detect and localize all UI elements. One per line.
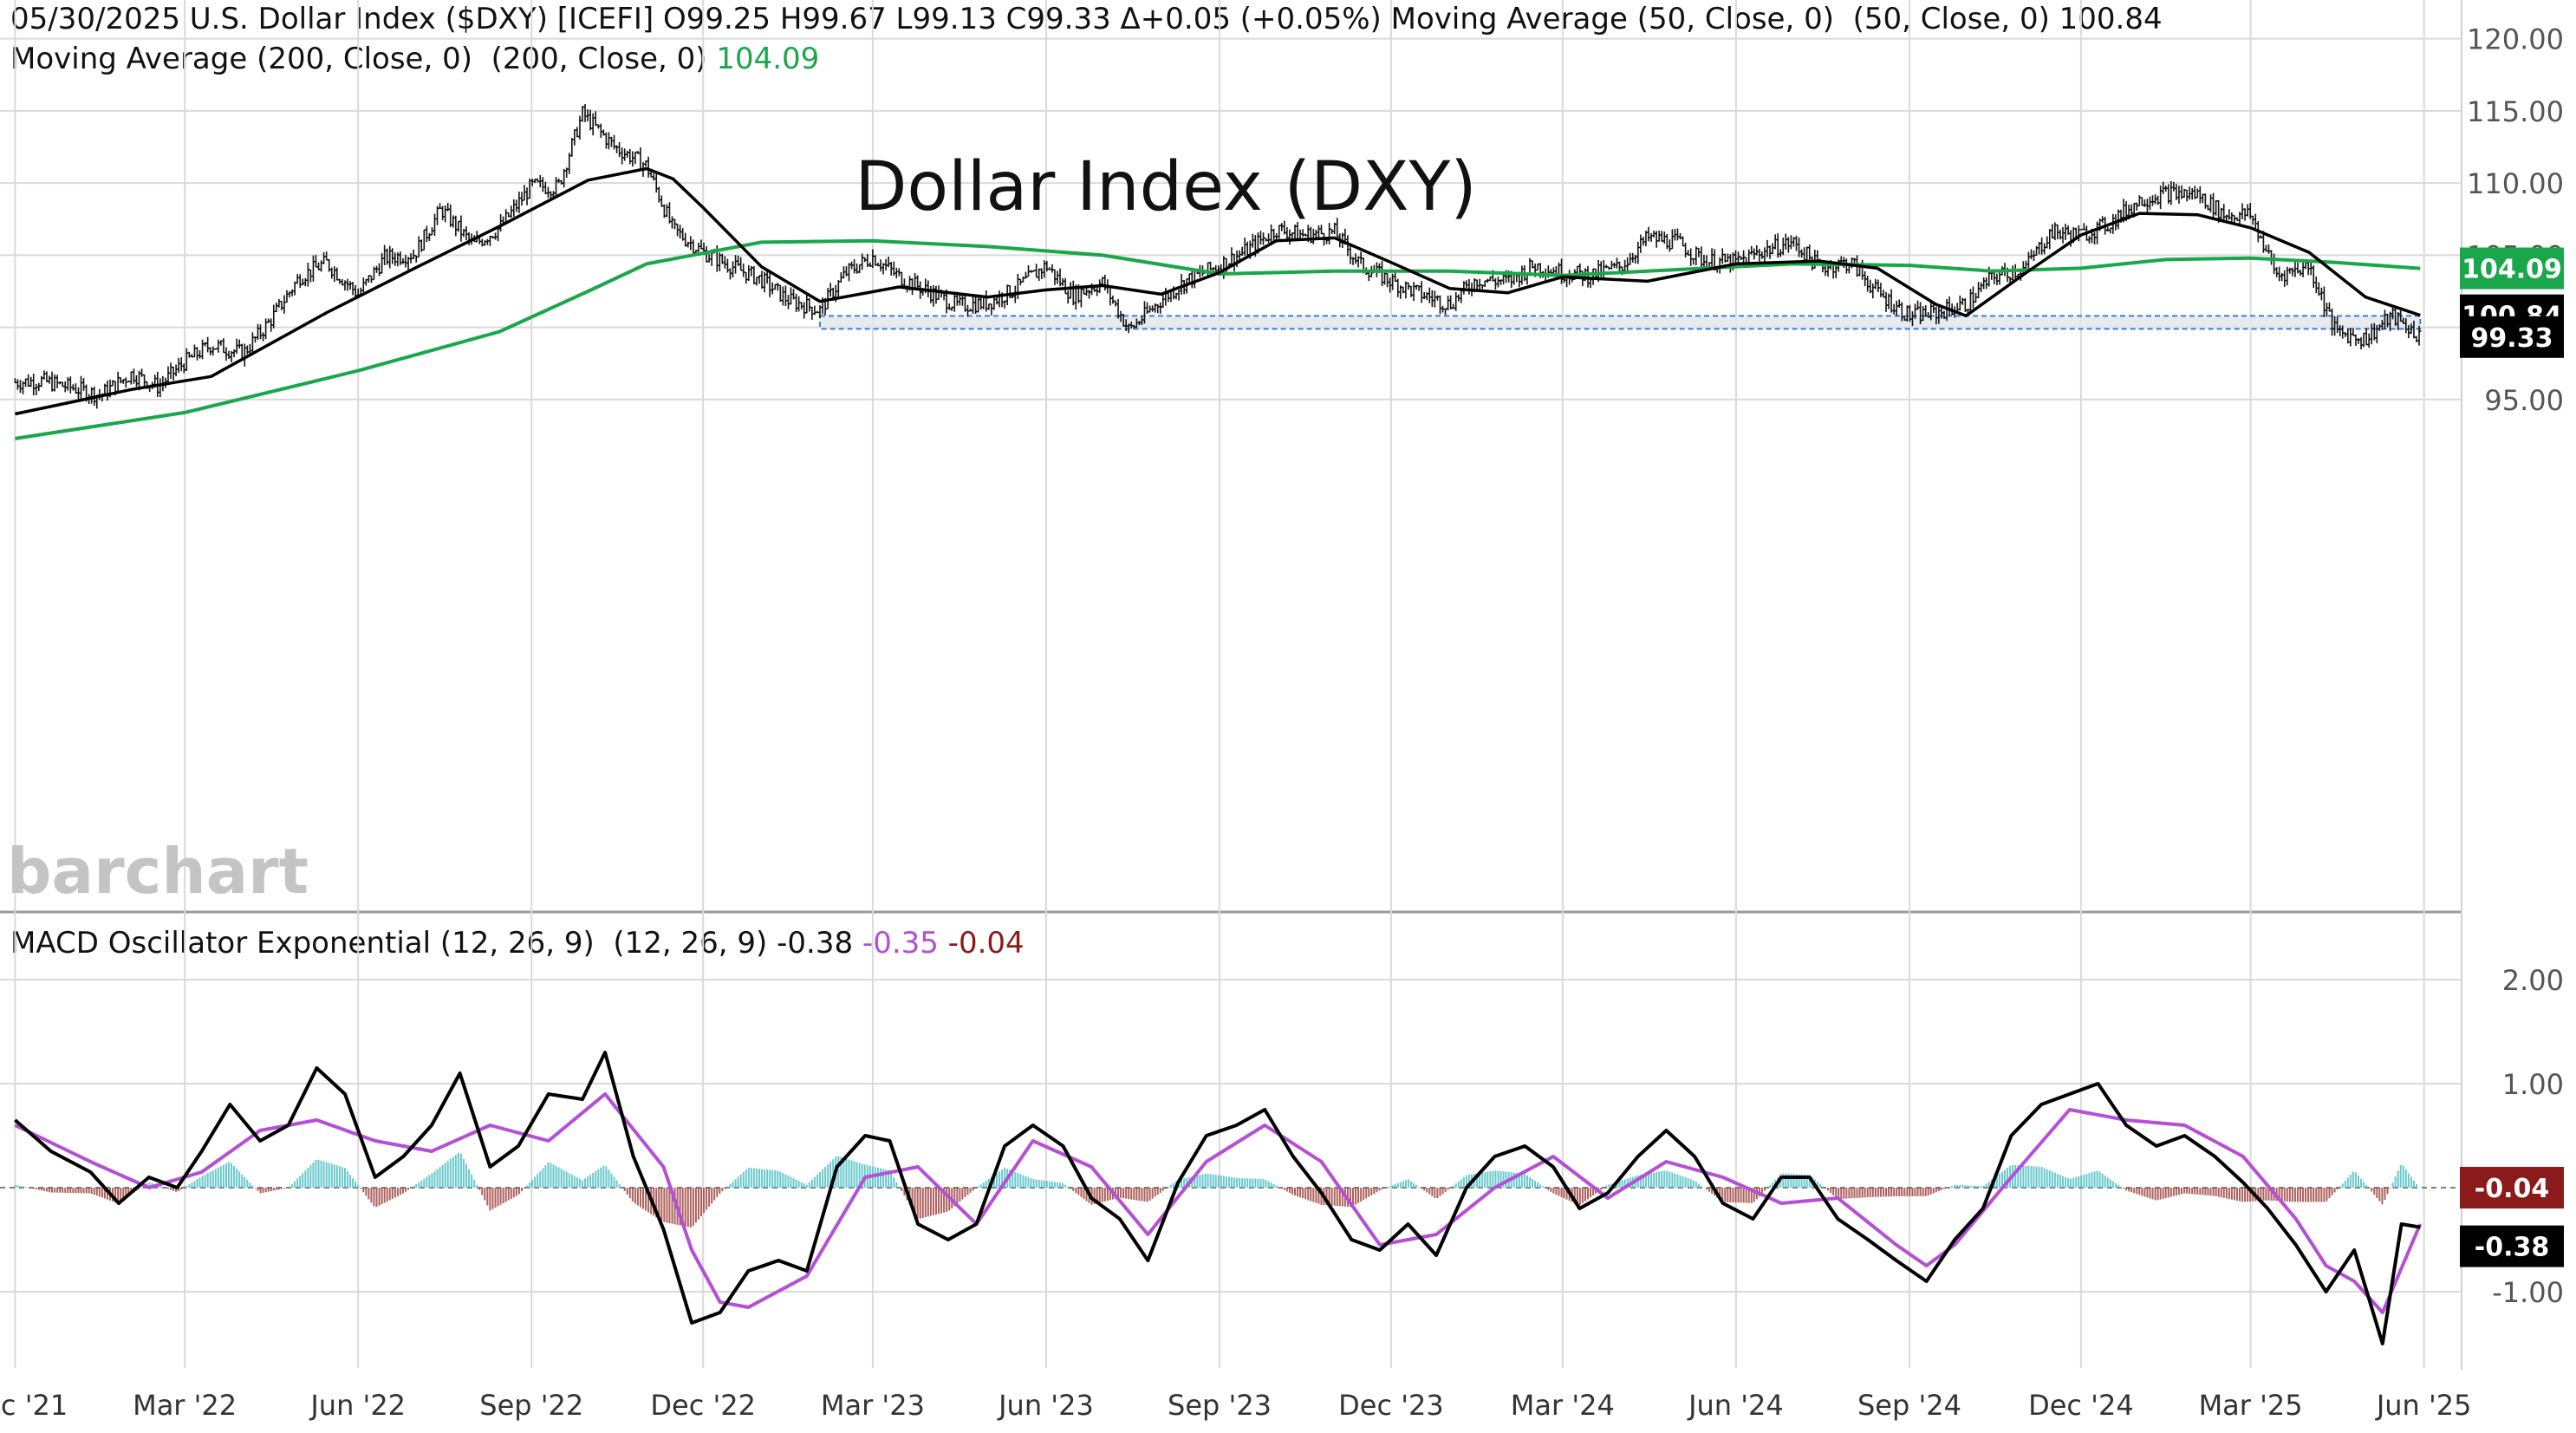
hist-last-label: -0.04 — [2475, 1174, 2549, 1204]
price-y-tick-label: 110.00 — [2467, 167, 2564, 200]
x-tick-label: Dec '24 — [2028, 1389, 2134, 1422]
macd-line — [14, 1051, 2421, 1345]
macd-y-tick-label: 1.00 — [2502, 1068, 2564, 1101]
hist-last-label-bg — [2460, 1167, 2564, 1208]
header-quote-text: 05/30/2025 U.S. Dollar Index ($DXY) [ICE… — [10, 2, 2163, 36]
macd-signal-line — [14, 1092, 2423, 1314]
x-tick-label: Mar '25 — [2199, 1389, 2303, 1422]
macd-y-tick-label: 2.00 — [2502, 964, 2564, 997]
x-tick-label: Dec '22 — [650, 1389, 756, 1422]
x-tick-label: Dec '21 — [0, 1389, 68, 1422]
macd-last-label-bg — [2460, 1225, 2564, 1267]
x-tick-label: Jun '25 — [2375, 1389, 2472, 1422]
x-tick-label: Jun '23 — [997, 1389, 1094, 1422]
chart-title: Dollar Index (DXY) — [855, 148, 1476, 226]
x-tick-label: Mar '22 — [133, 1389, 237, 1422]
x-tick-label: Jun '22 — [309, 1389, 406, 1422]
chart-header-line1: 05/30/2025 U.S. Dollar Index ($DXY) [ICE… — [10, 0, 2163, 38]
macd-header-hist-value: -0.04 — [947, 926, 1025, 961]
ma200-line — [15, 238, 2421, 440]
x-tick-label: Jun '24 — [1687, 1389, 1784, 1422]
close-last-label: 99.33 — [2471, 323, 2553, 354]
ma50-line — [15, 166, 2421, 416]
x-tick-label: Sep '23 — [1168, 1389, 1272, 1422]
price-y-tick-label: 95.00 — [2484, 384, 2564, 417]
support-zone — [819, 315, 2422, 330]
header-ma200-value: 104.09 — [716, 42, 820, 76]
ma200-last-label: 104.09 — [2462, 255, 2562, 285]
ma200-last-label-bg — [2460, 247, 2564, 290]
macd-header-macd-value: -0.38 — [777, 926, 854, 961]
x-tick-label: Sep '22 — [479, 1389, 583, 1422]
barchart-watermark: barchart — [7, 835, 309, 908]
x-tick-label: Mar '24 — [1511, 1389, 1615, 1422]
x-tick-label: Sep '24 — [1857, 1389, 1961, 1422]
macd-y-tick-label: -1.00 — [2492, 1276, 2564, 1309]
close-last-label-bg — [2460, 316, 2564, 358]
price-y-tick-label: 120.00 — [2467, 23, 2564, 56]
x-tick-label: Dec '23 — [1338, 1389, 1444, 1422]
macd-last-label: -0.38 — [2475, 1233, 2549, 1263]
macd-header-signal-value: -0.35 — [862, 926, 939, 961]
x-tick-label: Mar '23 — [821, 1389, 925, 1422]
price-y-tick-label: 115.00 — [2467, 95, 2564, 128]
